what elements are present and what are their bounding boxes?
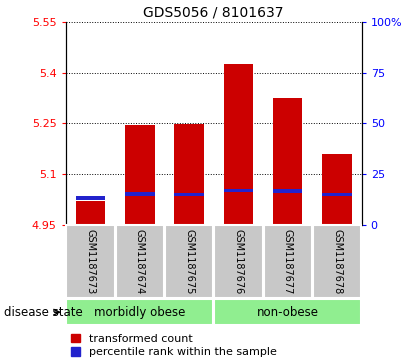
Bar <box>322 193 352 196</box>
Text: disease state: disease state <box>4 306 83 319</box>
Bar <box>313 225 361 298</box>
Text: GSM1187678: GSM1187678 <box>332 229 342 294</box>
Bar <box>273 98 302 225</box>
Bar <box>273 189 302 193</box>
Text: GSM1187673: GSM1187673 <box>85 229 95 294</box>
Bar <box>263 225 312 298</box>
Bar <box>165 225 213 298</box>
Bar <box>214 225 263 298</box>
Text: GSM1187677: GSM1187677 <box>283 229 293 294</box>
Bar <box>125 192 155 196</box>
Bar <box>224 189 253 192</box>
Text: non-obese: non-obese <box>257 306 319 319</box>
Bar <box>174 124 204 225</box>
Text: GSM1187676: GSM1187676 <box>233 229 243 294</box>
Bar <box>174 193 204 196</box>
Title: GDS5056 / 8101637: GDS5056 / 8101637 <box>143 5 284 19</box>
Bar <box>76 201 105 225</box>
Bar <box>224 64 253 225</box>
Bar <box>66 225 115 298</box>
Text: GSM1187674: GSM1187674 <box>135 229 145 294</box>
Bar <box>214 299 361 325</box>
Bar <box>115 225 164 298</box>
Bar <box>322 154 352 225</box>
Bar <box>66 299 213 325</box>
Bar <box>125 125 155 225</box>
Text: GSM1187675: GSM1187675 <box>184 229 194 294</box>
Bar <box>76 196 105 200</box>
Text: morbidly obese: morbidly obese <box>94 306 185 319</box>
Legend: transformed count, percentile rank within the sample: transformed count, percentile rank withi… <box>72 334 277 358</box>
